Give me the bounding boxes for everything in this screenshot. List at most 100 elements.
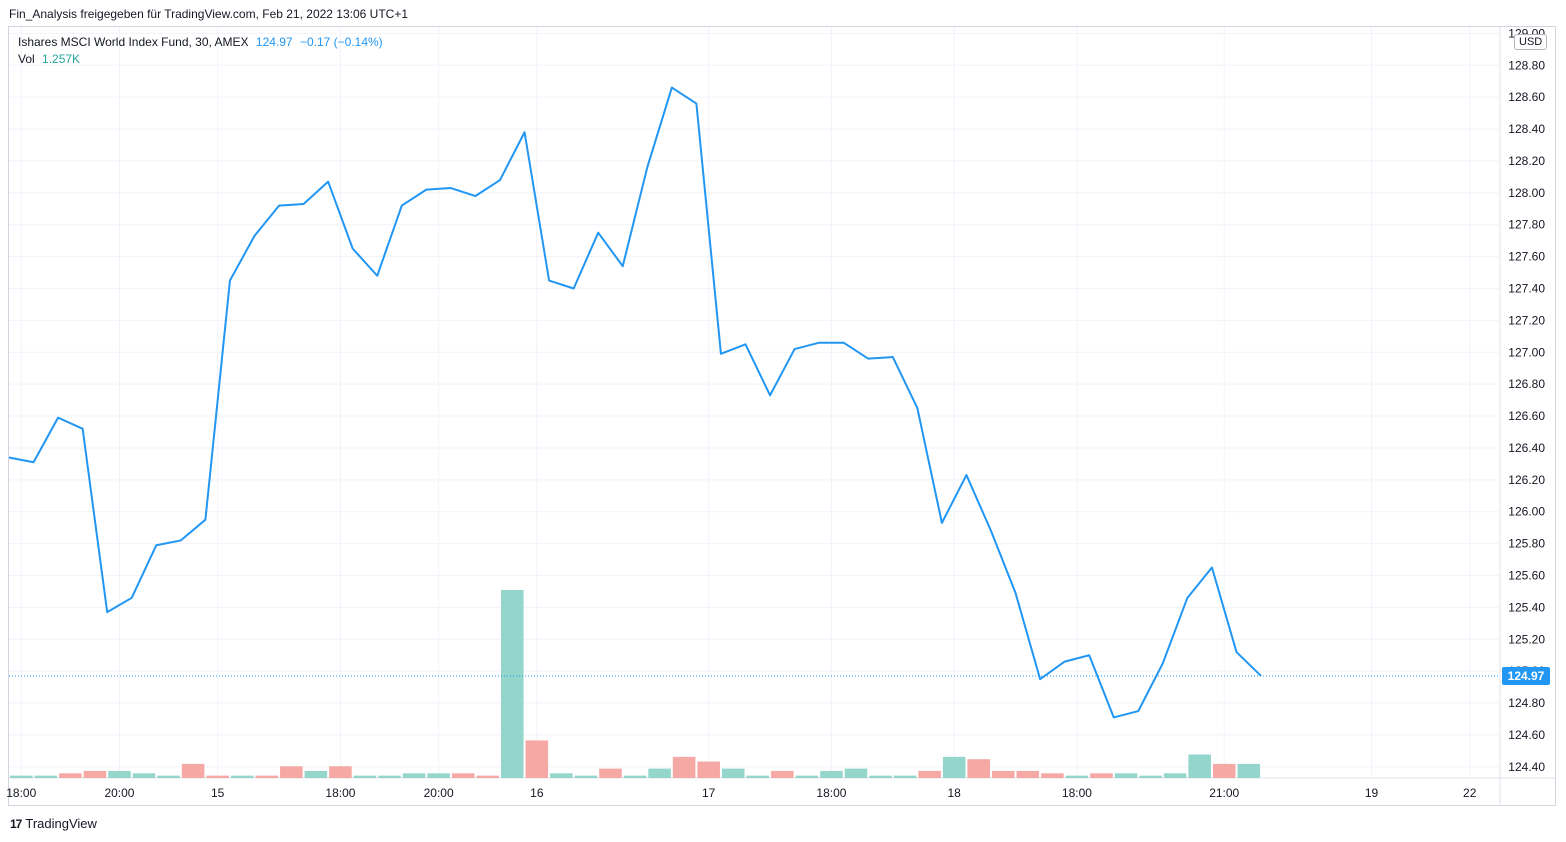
time-axis[interactable]: 18:00 20:00 15 18:00 20:00 16 17 18:00 18 18:00 21… (6, 786, 1476, 800)
volume-bar (1188, 754, 1211, 778)
volume-bar (672, 756, 696, 778)
volume-bar (402, 773, 426, 778)
volume-bar (304, 770, 328, 778)
volume-bar (157, 775, 180, 778)
volume-bar (771, 770, 794, 778)
price-line (8, 86, 1262, 719)
volume-bar (550, 773, 573, 778)
volume-bar (476, 775, 499, 778)
volume-bar (34, 775, 58, 778)
volume-bar (378, 775, 401, 778)
y-tick-label: 126.20 (1508, 473, 1545, 487)
volume-bar (525, 740, 549, 778)
volume-bar (869, 775, 892, 778)
volume-bar (1163, 773, 1187, 778)
y-tick-label: 128.00 (1508, 186, 1545, 200)
volume-bar (648, 768, 671, 778)
currency-badge[interactable]: USD (1514, 34, 1548, 50)
legend-volume-value: 1.257K (42, 52, 81, 66)
y-tick-label: 126.00 (1508, 505, 1545, 519)
last-price-tag (1502, 666, 1550, 685)
volume-bar (1090, 773, 1113, 778)
legend-last-price: 124.97 (255, 35, 293, 49)
y-tick-label: 127.60 (1508, 250, 1545, 264)
legend-change: −0.17 (−0.14%) (299, 35, 383, 49)
last-price-label: 124.97 (1508, 669, 1545, 683)
volume-bar (820, 770, 843, 778)
y-tick-label: 128.20 (1508, 154, 1545, 168)
volume-bar (353, 775, 377, 778)
y-tick-label: 125.60 (1508, 569, 1545, 583)
volume-bar (721, 768, 745, 778)
y-tick-label: 128.80 (1508, 58, 1545, 72)
volume-bar (623, 775, 647, 778)
volume-bar (1139, 775, 1162, 778)
chart-legend: Ishares MSCI World Index Fund, 30, AMEX … (18, 34, 387, 68)
footer[interactable]: 17 TradingView (10, 816, 97, 831)
x-tick-label: 21:00 (1209, 786, 1239, 800)
volume-bar (83, 770, 107, 778)
y-tick-label: 125.40 (1508, 600, 1545, 614)
y-tick-label: 128.60 (1508, 90, 1545, 104)
volume-bar (1041, 773, 1064, 778)
y-tick-label: 127.20 (1508, 313, 1545, 327)
volume-bar (427, 773, 450, 778)
volume-bar (451, 773, 475, 778)
volume-bar (1065, 775, 1089, 778)
y-tick-label: 126.60 (1508, 409, 1545, 423)
y-tick-label: 127.00 (1508, 345, 1545, 359)
volume-bar (132, 773, 156, 778)
volume-bar (795, 775, 819, 778)
y-tick-label: 127.40 (1508, 281, 1545, 295)
y-tick-label: 127.80 (1508, 218, 1545, 232)
legend-volume-row: Vol 1.257K (18, 51, 387, 68)
volume-bar (1212, 763, 1236, 778)
x-tick-label: 16 (530, 786, 544, 800)
volume-bar (10, 775, 33, 778)
y-tick-label: 124.40 (1508, 760, 1545, 774)
y-tick-label: 125.20 (1508, 632, 1545, 646)
volume-bar (1237, 763, 1261, 778)
last-price-marker: 124.97 (9, 666, 1550, 685)
volume-bar (255, 775, 279, 778)
volume-bar (181, 763, 205, 778)
attribution-text: Fin_Analysis freigegeben für TradingView… (9, 7, 409, 21)
x-tick-label: 18:00 (1062, 786, 1092, 800)
volume-bar (574, 775, 598, 778)
volume-bar (1114, 773, 1138, 778)
volume-bar (967, 759, 990, 778)
volume-bar (280, 766, 303, 778)
volume-bar (108, 770, 131, 778)
volume-bar (697, 761, 720, 778)
volume-bar (844, 768, 868, 778)
y-tick-label: 126.80 (1508, 377, 1545, 391)
price-axis[interactable]: 124.40124.60124.80125.00125.20125.40125.… (1508, 26, 1545, 773)
y-tick-label: 124.80 (1508, 696, 1545, 710)
volume-bar (206, 775, 229, 778)
volume-bar (893, 775, 917, 778)
legend-volume-label: Vol (18, 52, 35, 66)
volume-bar (230, 775, 254, 778)
y-tick-label: 128.40 (1508, 122, 1545, 136)
volume-bar (59, 773, 82, 778)
x-tick-label: 19 (1365, 786, 1379, 800)
x-tick-label: 18 (947, 786, 961, 800)
volume-bar (918, 770, 941, 778)
volume-bar (992, 770, 1015, 778)
grid (9, 27, 1556, 806)
x-tick-label: 22 (1463, 786, 1477, 800)
x-tick-label: 17 (702, 786, 716, 800)
volume-bar (1016, 770, 1040, 778)
y-tick-label: 124.60 (1508, 728, 1545, 742)
x-tick-label: 18:00 (6, 786, 36, 800)
volume-bar (501, 590, 524, 778)
volume-bar (942, 756, 966, 778)
x-tick-label: 15 (211, 786, 225, 800)
tradingview-logo-icon: 17 (10, 816, 22, 831)
y-tick-label: 125.80 (1508, 537, 1545, 551)
legend-symbol-row: Ishares MSCI World Index Fund, 30, AMEX … (18, 34, 387, 51)
chart-frame[interactable] (8, 26, 1556, 806)
volume-bar (746, 775, 770, 778)
legend-symbol: Ishares MSCI World Index Fund, 30, AMEX (18, 35, 249, 49)
